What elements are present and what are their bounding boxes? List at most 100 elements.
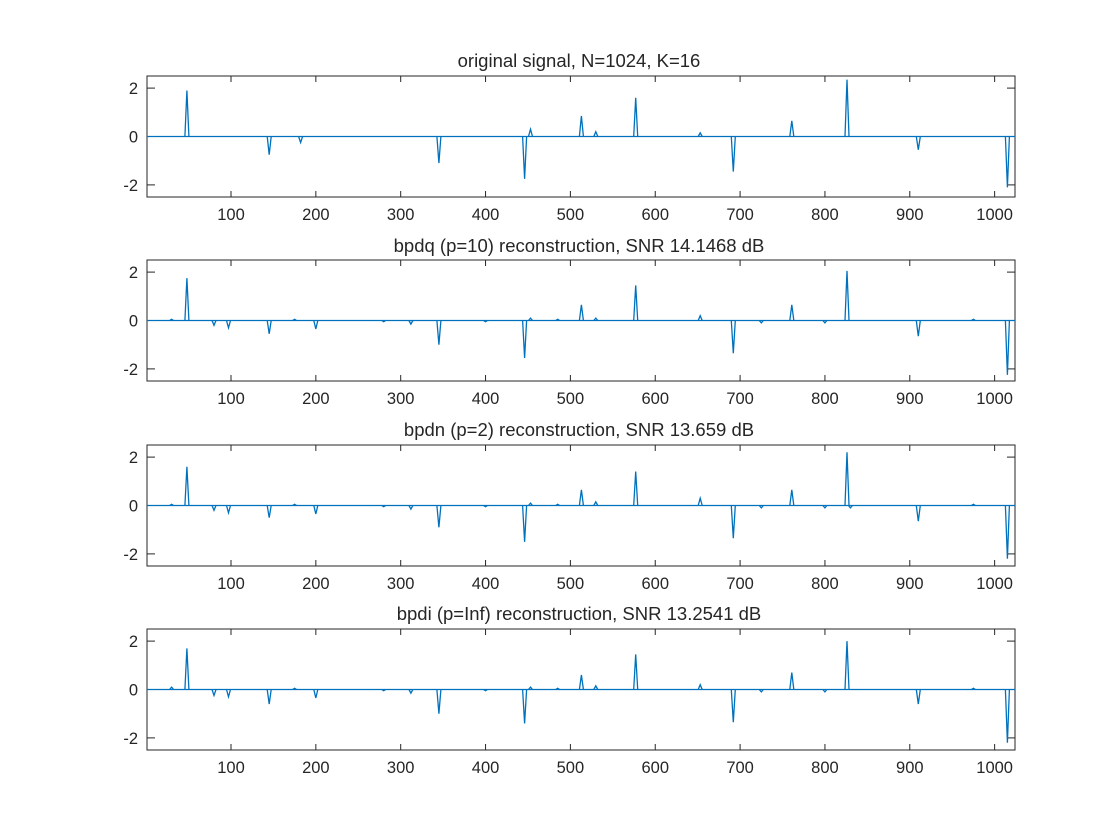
signal-spike bbox=[313, 505, 319, 515]
signal-spike bbox=[915, 689, 921, 705]
signal-spike bbox=[789, 304, 795, 321]
x-tick-label: 700 bbox=[726, 575, 754, 593]
signal-spike bbox=[971, 503, 976, 507]
signal-spike bbox=[697, 314, 703, 321]
signal-spike bbox=[436, 136, 442, 164]
signal-spike bbox=[1004, 320, 1011, 375]
signal-spike bbox=[789, 672, 795, 690]
signal-spike bbox=[971, 687, 976, 691]
signal-spike bbox=[266, 320, 272, 334]
signal-spike bbox=[313, 689, 319, 699]
signal-spike bbox=[730, 320, 736, 354]
signal-spike bbox=[381, 688, 387, 692]
x-tick-label: 700 bbox=[726, 206, 754, 224]
signal-spike bbox=[483, 688, 488, 692]
x-tick-label: 900 bbox=[896, 575, 924, 593]
x-tick-label: 400 bbox=[472, 206, 500, 224]
x-tick-label: 500 bbox=[557, 390, 585, 408]
signal-spike bbox=[697, 683, 703, 690]
signal-spike bbox=[266, 689, 272, 705]
signal-spike bbox=[266, 136, 272, 155]
signal-spike bbox=[521, 689, 528, 724]
signal-spike bbox=[593, 130, 599, 137]
signal-spike bbox=[483, 319, 488, 323]
signal-spike bbox=[297, 136, 304, 145]
x-tick-label: 600 bbox=[641, 390, 669, 408]
signal-spike bbox=[633, 285, 639, 321]
x-tick-label: 300 bbox=[387, 206, 415, 224]
signal-spike bbox=[528, 502, 533, 506]
subplot-3-title: bpdn (p=2) reconstruction, SNR 13.659 dB bbox=[404, 419, 754, 440]
signal-spike bbox=[169, 503, 174, 507]
signal-spike bbox=[555, 503, 561, 507]
x-tick-label: 500 bbox=[557, 575, 585, 593]
signal-spike bbox=[266, 505, 272, 518]
x-tick-label: 200 bbox=[302, 759, 330, 777]
x-tick-label: 900 bbox=[896, 759, 924, 777]
x-tick-label: 300 bbox=[387, 759, 415, 777]
signal-spike bbox=[633, 654, 639, 690]
signal-spike bbox=[225, 689, 232, 700]
signal-spike bbox=[292, 687, 297, 691]
signal-spike bbox=[169, 686, 175, 690]
x-tick-label: 100 bbox=[217, 575, 245, 593]
signal-spike bbox=[593, 500, 599, 506]
signal-spike bbox=[408, 505, 414, 511]
signal-spike bbox=[1004, 689, 1011, 743]
signal-spike bbox=[578, 304, 585, 321]
signal-spike bbox=[915, 505, 921, 522]
signal-spike bbox=[528, 686, 533, 690]
signal-spike bbox=[184, 278, 190, 321]
signal-spike bbox=[483, 504, 488, 508]
signal-spike bbox=[408, 320, 414, 326]
signal-spike bbox=[971, 318, 976, 322]
x-tick-label: 800 bbox=[811, 759, 839, 777]
signal-spike bbox=[697, 131, 703, 137]
subplot-3: bpdn (p=2) reconstruction, SNR 13.659 dB… bbox=[123, 419, 1016, 593]
signal-spike bbox=[844, 79, 850, 137]
signal-spike bbox=[184, 90, 190, 137]
x-tick-label: 800 bbox=[811, 390, 839, 408]
signal-spike bbox=[381, 319, 387, 323]
x-tick-label: 700 bbox=[726, 390, 754, 408]
signal-spike bbox=[555, 318, 561, 322]
signal-spike bbox=[436, 689, 442, 714]
signal-spike bbox=[528, 317, 533, 321]
signal-spike bbox=[593, 684, 599, 690]
y-tick-label: 0 bbox=[129, 682, 138, 700]
x-tick-label: 200 bbox=[302, 206, 330, 224]
signal-spike bbox=[758, 689, 764, 693]
x-tick-label: 1000 bbox=[976, 575, 1013, 593]
x-tick-label: 700 bbox=[726, 759, 754, 777]
signal-spike bbox=[915, 136, 921, 150]
signal-spike bbox=[184, 466, 190, 506]
signal-spike bbox=[844, 452, 850, 506]
signal-spike bbox=[436, 505, 442, 528]
x-tick-label: 1000 bbox=[976, 759, 1013, 777]
subplot-2-title: bpdq (p=10) reconstruction, SNR 14.1468 … bbox=[394, 235, 765, 256]
x-tick-label: 200 bbox=[302, 390, 330, 408]
x-tick-label: 1000 bbox=[976, 206, 1013, 224]
signal-spike bbox=[593, 317, 599, 321]
signal-spike bbox=[844, 641, 850, 690]
subplot-4-title: bpdi (p=Inf) reconstruction, SNR 13.2541… bbox=[397, 603, 762, 624]
signal-spike bbox=[822, 689, 828, 693]
x-tick-label: 800 bbox=[811, 575, 839, 593]
y-tick-label: 2 bbox=[129, 449, 138, 467]
signal-spike bbox=[789, 489, 795, 506]
signal-spike bbox=[578, 674, 585, 690]
subplot-3-plot: 100 200 300 400 500 600 700 800 900 1000 2 0 -2 bbox=[123, 444, 1016, 593]
y-tick-label: -2 bbox=[123, 730, 138, 748]
subplot-1-title: original signal, N=1024, K=16 bbox=[458, 50, 701, 71]
signal-spike bbox=[555, 687, 561, 691]
signal-spike bbox=[292, 503, 297, 507]
signal-spike bbox=[1004, 505, 1011, 559]
signal-spike bbox=[730, 689, 736, 723]
signal-spike bbox=[211, 320, 217, 327]
signal-spike bbox=[822, 505, 828, 509]
signal-spike bbox=[578, 115, 585, 137]
x-tick-label: 300 bbox=[387, 390, 415, 408]
y-tick-label: 0 bbox=[129, 498, 138, 516]
signal-spike bbox=[292, 318, 297, 322]
